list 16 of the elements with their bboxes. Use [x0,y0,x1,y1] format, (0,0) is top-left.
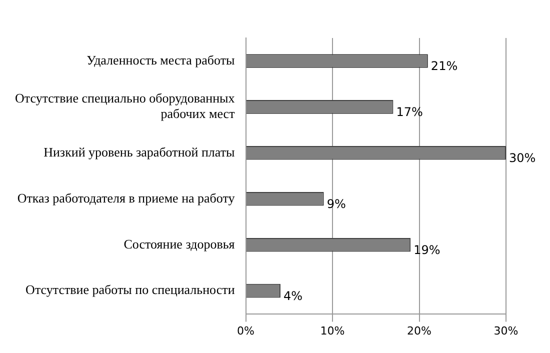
x-tick-label: 20% [407,324,432,338]
data-label: 4% [283,288,303,303]
data-label: 30% [509,151,536,166]
y-tick-label: Отсутствие работы по специальности [26,282,235,298]
x-tick-label: 10% [320,324,345,338]
data-label: 9% [326,197,346,212]
data-label: 17% [396,105,423,120]
y-tick-label: Состояние здоровья [124,236,235,252]
x-tick-label: 30% [494,324,518,338]
y-tick-label: Отсутствие специально оборудованных рабочих мест [14,90,236,122]
y-tick-label: Удаленность места работы [86,52,236,68]
data-label: 19% [414,242,440,257]
data-label: 21% [430,59,458,74]
y-tick-label: Низкий уровень заработной платы [44,144,236,160]
y-tick-label: Отказ работодателя в приеме на работу [17,190,236,206]
x-tick-label: 0% [237,324,254,338]
